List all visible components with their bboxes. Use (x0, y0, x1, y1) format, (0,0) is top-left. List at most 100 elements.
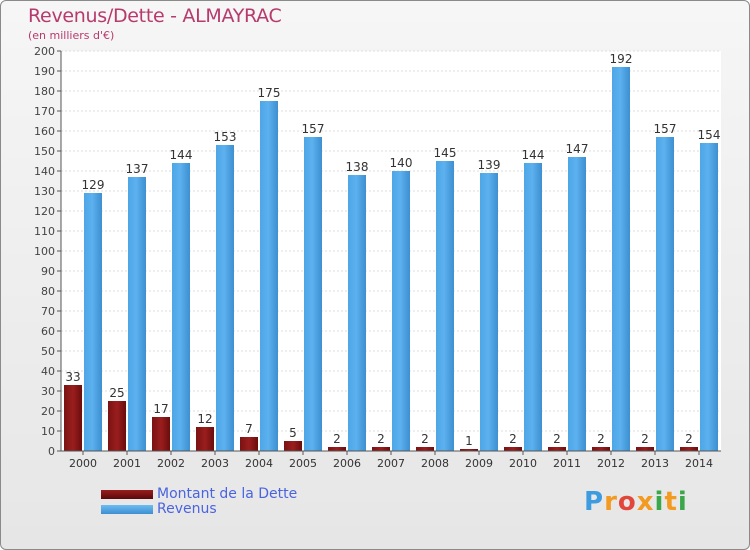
y-tick-label: 60 (41, 325, 55, 338)
y-tick-label: 190 (34, 65, 55, 78)
y-tick-label: 120 (34, 205, 55, 218)
bar-revenus-2014 (700, 143, 718, 451)
bar-dette-2010 (504, 447, 522, 451)
data-label-revenus-2012: 192 (610, 52, 633, 66)
bar-revenus-2008 (436, 161, 454, 451)
x-tick-label: 2005 (289, 457, 317, 470)
y-tick-label: 130 (34, 185, 55, 198)
bar-dette-2013 (636, 447, 654, 451)
bar-dette-2006 (328, 447, 346, 451)
bar-revenus-2002 (172, 163, 190, 451)
logo-letter: o (617, 487, 637, 517)
data-label-dette-2009: 1 (465, 434, 473, 448)
x-tick-label: 2004 (245, 457, 273, 470)
bar-revenus-2004 (260, 101, 278, 451)
bar-dette-2005 (284, 441, 302, 451)
bar-dette-2007 (372, 447, 390, 451)
y-tick-label: 70 (41, 305, 55, 318)
bar-revenus-2013 (656, 137, 674, 451)
y-tick-label: 110 (34, 225, 55, 238)
legend-label-dette: Montant de la Dette (157, 486, 298, 502)
bar-dette-2014 (680, 447, 698, 451)
data-label-revenus-2014: 154 (698, 128, 721, 142)
x-tick-label: 2008 (421, 457, 449, 470)
chart-subtitle: (en milliers d'€) (28, 29, 115, 42)
bar-revenus-2011 (568, 157, 586, 451)
x-tick-label: 2010 (509, 457, 537, 470)
x-tick-label: 2006 (333, 457, 361, 470)
legend: Montant de la Dette Revenus (101, 487, 297, 517)
x-tick-label: 2002 (157, 457, 185, 470)
y-tick-label: 170 (34, 105, 55, 118)
bar-revenus-2010 (524, 163, 542, 451)
bar-dette-2008 (416, 447, 434, 451)
logo-letter: i (677, 487, 688, 517)
y-tick-label: 80 (41, 285, 55, 298)
bar-revenus-2005 (304, 137, 322, 451)
data-label-dette-2000: 33 (65, 370, 80, 384)
x-tick-label: 2012 (597, 457, 625, 470)
y-tick-label: 90 (41, 265, 55, 278)
data-label-dette-2007: 2 (377, 432, 385, 446)
x-tick-label: 2009 (465, 457, 493, 470)
bar-dette-2009 (460, 449, 478, 451)
x-tick-label: 2011 (553, 457, 581, 470)
bar-dette-2011 (548, 447, 566, 451)
x-tick-label: 2001 (113, 457, 141, 470)
bar-revenus-2012 (612, 67, 630, 451)
chart-title: Revenus/Dette - ALMAYRAC (28, 5, 282, 27)
y-tick-label: 50 (41, 345, 55, 358)
bar-dette-2001 (108, 401, 126, 451)
logo-letter: r (604, 487, 618, 517)
x-tick-label: 2000 (69, 457, 97, 470)
logo-letter: i (654, 487, 665, 517)
data-label-dette-2012: 2 (597, 432, 605, 446)
logo-letter: t (664, 487, 678, 517)
bar-revenus-2006 (348, 175, 366, 451)
x-tick-label: 2007 (377, 457, 405, 470)
data-label-revenus-2006: 138 (346, 160, 369, 174)
y-tick-label: 20 (41, 405, 55, 418)
bar-dette-2004 (240, 437, 258, 451)
x-tick-label: 2013 (641, 457, 669, 470)
data-label-dette-2008: 2 (421, 432, 429, 446)
x-tick-label: 2003 (201, 457, 229, 470)
data-label-revenus-2010: 144 (522, 148, 545, 162)
data-label-dette-2013: 2 (641, 432, 649, 446)
data-label-dette-2006: 2 (333, 432, 341, 446)
bar-dette-2002 (152, 417, 170, 451)
data-label-dette-2011: 2 (553, 432, 561, 446)
legend-swatch-dette (101, 490, 153, 499)
logo-letter: x (636, 487, 655, 517)
data-label-revenus-2003: 153 (214, 130, 237, 144)
legend-label-revenus: Revenus (157, 501, 217, 517)
y-tick-label: 160 (34, 125, 55, 138)
data-label-revenus-2007: 140 (390, 156, 413, 170)
logo-letter: P (584, 487, 605, 517)
data-label-dette-2004: 7 (245, 422, 253, 436)
y-tick-label: 40 (41, 365, 55, 378)
x-tick-label: 2014 (685, 457, 713, 470)
bar-revenus-2001 (128, 177, 146, 451)
data-label-revenus-2013: 157 (654, 122, 677, 136)
y-tick-label: 200 (34, 45, 55, 58)
data-label-dette-2010: 2 (509, 432, 517, 446)
bar-dette-2012 (592, 447, 610, 451)
data-label-revenus-2005: 157 (302, 122, 325, 136)
data-label-revenus-2004: 175 (258, 86, 281, 100)
bar-revenus-2000 (84, 193, 102, 451)
legend-item-dette: Montant de la Dette (101, 487, 297, 502)
bar-dette-2003 (196, 427, 214, 451)
legend-item-revenus: Revenus (101, 502, 297, 517)
data-label-revenus-2002: 144 (170, 148, 193, 162)
bar-dette-2000 (64, 385, 82, 451)
y-tick-label: 180 (34, 85, 55, 98)
legend-swatch-revenus (101, 505, 153, 514)
data-label-revenus-2011: 147 (566, 142, 589, 156)
y-tick-label: 0 (48, 445, 55, 458)
data-label-revenus-2008: 145 (434, 146, 457, 160)
data-label-dette-2014: 2 (685, 432, 693, 446)
data-label-revenus-2001: 137 (126, 162, 149, 176)
